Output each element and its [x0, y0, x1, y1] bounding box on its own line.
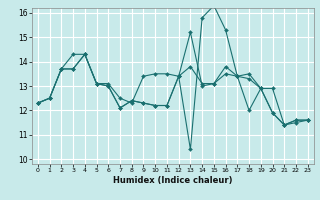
X-axis label: Humidex (Indice chaleur): Humidex (Indice chaleur): [113, 176, 233, 185]
